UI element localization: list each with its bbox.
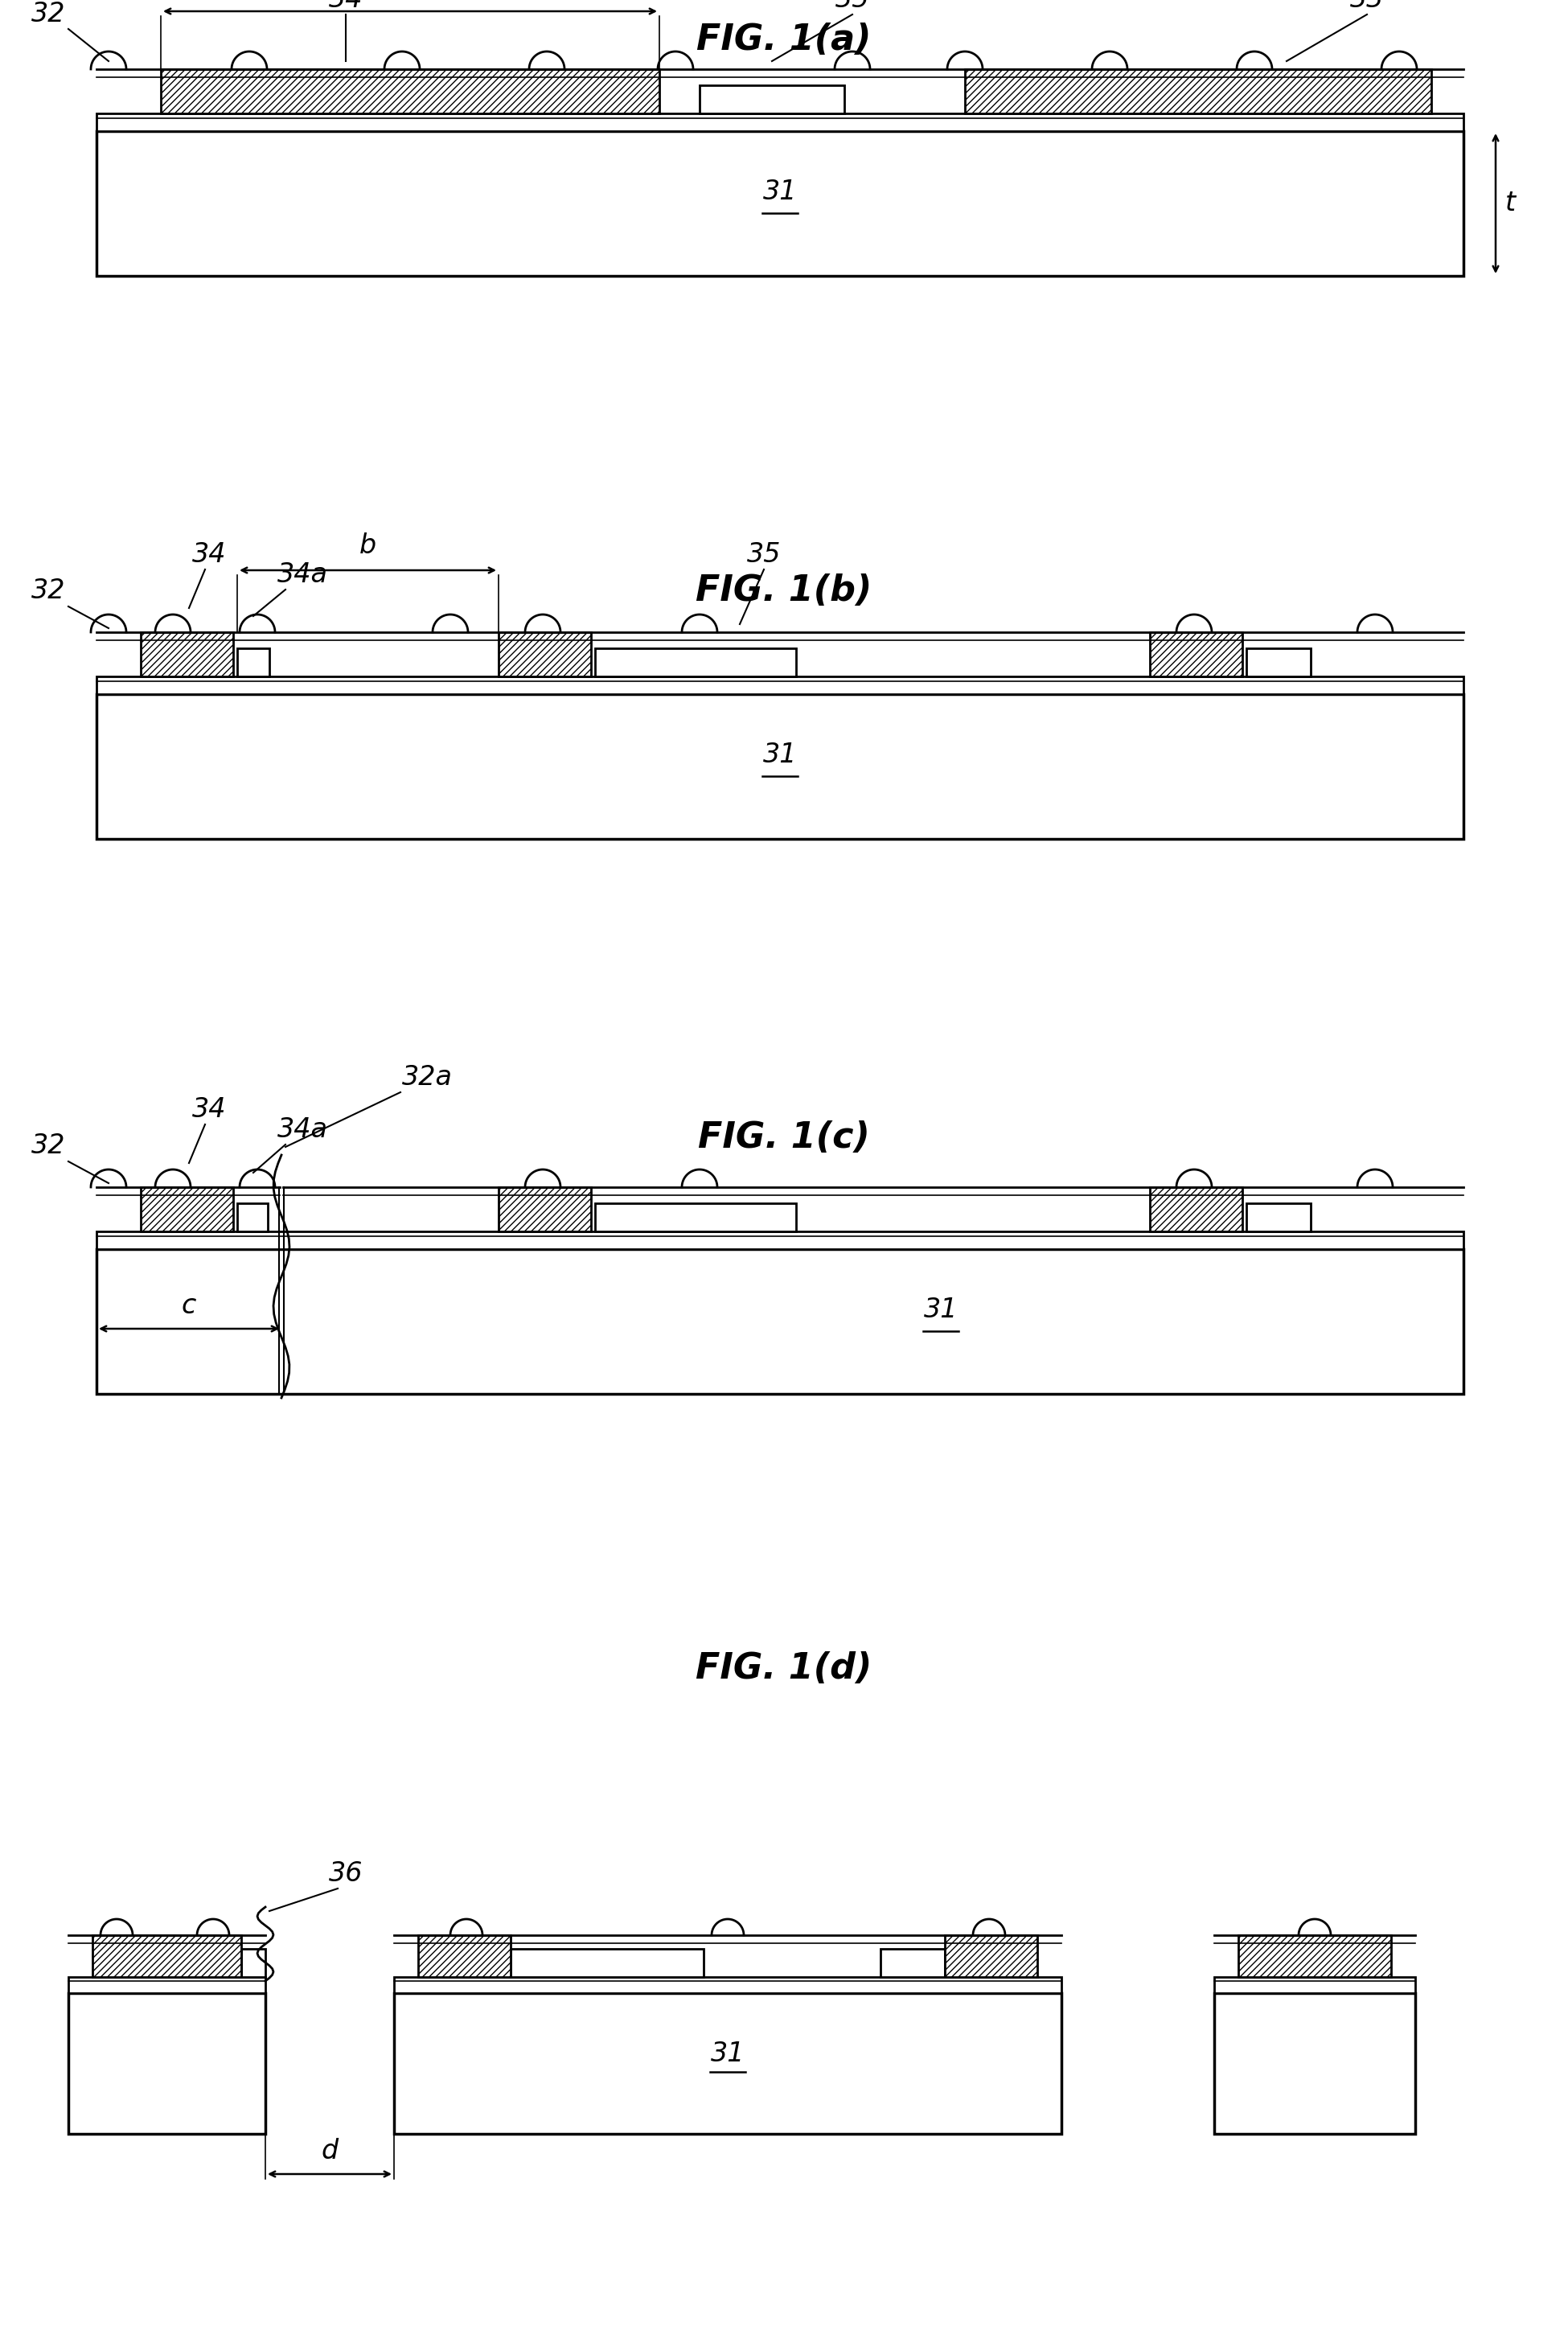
Bar [162, 68, 660, 113]
Bar [1239, 1935, 1391, 1977]
Text: d: d [321, 2137, 339, 2165]
Bar [69, 1994, 265, 2135]
Text: 32: 32 [31, 0, 66, 28]
Bar [1214, 1994, 1416, 2135]
Bar [881, 1949, 946, 1977]
Bar [419, 1935, 511, 1977]
Text: 35: 35 [836, 0, 869, 12]
Bar [97, 1248, 1463, 1394]
Bar [97, 694, 1463, 839]
Text: 31: 31 [764, 741, 797, 769]
Bar [97, 113, 1463, 132]
Text: FIG. 1(d): FIG. 1(d) [696, 1650, 872, 1686]
Text: 35: 35 [746, 541, 781, 569]
Bar [1247, 1204, 1311, 1232]
Text: 34a: 34a [278, 562, 328, 588]
Bar [499, 632, 591, 677]
Text: 31: 31 [924, 1295, 958, 1324]
Bar [1214, 1977, 1416, 1994]
Bar [237, 649, 270, 677]
Bar [237, 1204, 268, 1232]
Bar [394, 1977, 1062, 1994]
Bar [97, 1232, 1463, 1248]
Bar [141, 1187, 234, 1232]
Text: 31: 31 [764, 179, 797, 205]
Bar [946, 1935, 1038, 1977]
Bar [594, 1204, 797, 1232]
Text: FIG. 1(a): FIG. 1(a) [696, 24, 872, 56]
Bar [97, 132, 1463, 275]
Bar [394, 1994, 1062, 2135]
Bar [511, 1949, 704, 1977]
Text: 34: 34 [191, 1096, 226, 1124]
Bar [69, 1977, 265, 1994]
Text: 34a: 34a [278, 1117, 328, 1143]
Bar [964, 68, 1432, 113]
Text: c: c [182, 1293, 196, 1319]
Text: 33: 33 [1350, 0, 1385, 12]
Bar [594, 649, 797, 677]
Bar [141, 632, 234, 677]
Text: t: t [1505, 190, 1516, 216]
Bar [1247, 649, 1311, 677]
Text: 36: 36 [329, 1860, 362, 1888]
Bar [1149, 632, 1242, 677]
Text: 32: 32 [31, 578, 66, 604]
Text: FIG. 1(c): FIG. 1(c) [698, 1121, 870, 1154]
Bar [499, 1187, 591, 1232]
Bar [93, 1935, 241, 1977]
Text: 32a: 32a [401, 1065, 453, 1091]
Text: 34: 34 [191, 541, 226, 569]
Bar [1149, 1187, 1242, 1232]
Bar [97, 677, 1463, 694]
Text: FIG. 1(b): FIG. 1(b) [696, 574, 872, 609]
Text: 31: 31 [710, 2041, 745, 2067]
Bar [241, 1949, 265, 1977]
Text: 34: 34 [329, 0, 362, 12]
Text: b: b [359, 531, 376, 560]
Bar [699, 85, 844, 113]
Text: 32: 32 [31, 1133, 66, 1159]
